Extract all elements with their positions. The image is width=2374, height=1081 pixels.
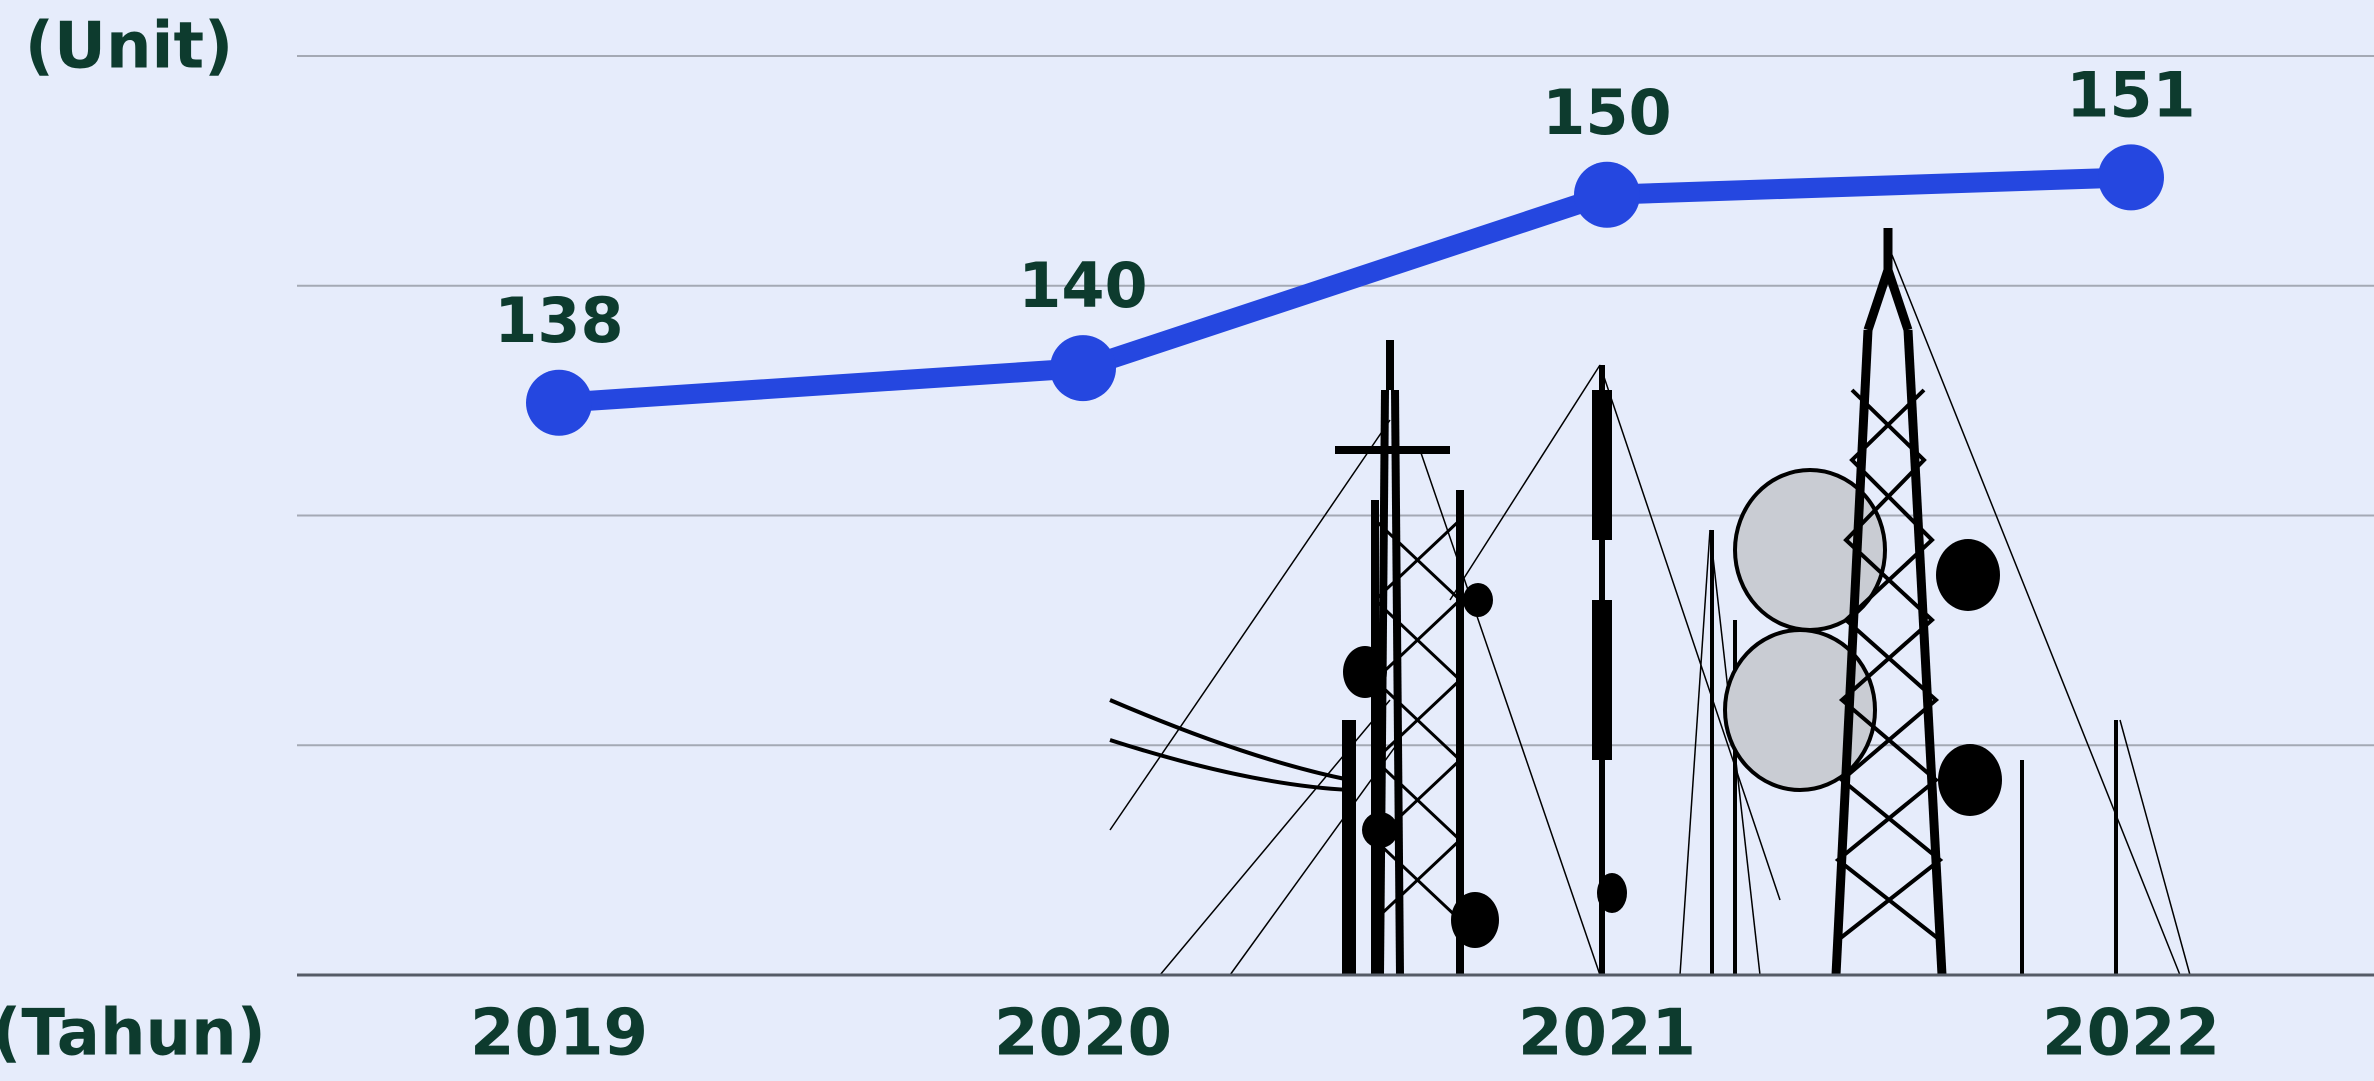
x-tick-label: 2022 — [2042, 997, 2220, 1071]
tower-left-dishes — [1342, 583, 1499, 975]
data-point — [2098, 144, 2164, 211]
tower-middle — [1592, 365, 1737, 975]
data-label: 151 — [2066, 58, 2195, 131]
y-axis-label: (Unit) — [25, 10, 234, 84]
data-line — [558, 167, 2132, 413]
x-tick-label: 2019 — [470, 997, 648, 1071]
x-tick-label: 2020 — [994, 997, 1172, 1071]
data-point — [526, 369, 592, 436]
cables — [1109, 698, 1351, 792]
data-point — [1050, 335, 1116, 402]
x-tick-label: 2021 — [1518, 997, 1696, 1071]
tower-illustration — [1109, 228, 2191, 976]
data-label: 138 — [494, 284, 623, 357]
x-axis-label: (Tahun) — [0, 997, 266, 1071]
tower-right — [1723, 228, 2118, 976]
data-point — [1574, 161, 1640, 228]
data-label: 150 — [1542, 76, 1671, 149]
data-label: 140 — [1018, 249, 1147, 322]
